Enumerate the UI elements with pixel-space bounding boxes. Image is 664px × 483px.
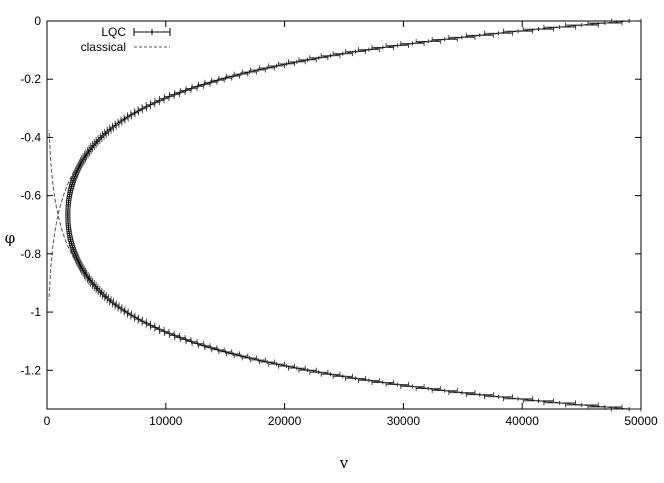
x-tick-label: 30000 bbox=[387, 414, 421, 428]
y-tick-label: -1.2 bbox=[20, 363, 41, 377]
series-layer bbox=[48, 20, 630, 410]
legend: LQC classical bbox=[81, 25, 171, 54]
series-classical-lower bbox=[48, 130, 628, 410]
y-tick-label: -0.2 bbox=[20, 72, 41, 86]
plot-frame bbox=[46, 20, 642, 410]
y-tick-label: -0.8 bbox=[20, 247, 41, 261]
y-tick-label: 0 bbox=[34, 14, 41, 28]
y-tick-label: -1 bbox=[30, 305, 41, 319]
lqc-errorbars bbox=[65, 18, 642, 412]
legend-label-classical: classical bbox=[81, 40, 126, 54]
series-lqc-line bbox=[67, 20, 630, 410]
legend-label-lqc: LQC bbox=[101, 25, 126, 39]
x-tick-label: 40000 bbox=[506, 414, 540, 428]
y-axis-label: φ bbox=[5, 229, 16, 247]
x-axis-label: v bbox=[339, 454, 349, 472]
series-classical-upper bbox=[48, 20, 628, 300]
y-tick-label: -0.4 bbox=[20, 130, 41, 144]
axis-ticks: 0 10000 20000 30000 40000 50000 0 -0.2 -0.4 -0.6 -… bbox=[20, 14, 658, 428]
x-tick-label: 0 bbox=[44, 414, 51, 428]
x-tick-label: 20000 bbox=[268, 414, 302, 428]
y-tick-label: -0.6 bbox=[20, 189, 41, 203]
x-tick-label: 10000 bbox=[149, 414, 183, 428]
x-tick-label: 50000 bbox=[624, 414, 658, 428]
